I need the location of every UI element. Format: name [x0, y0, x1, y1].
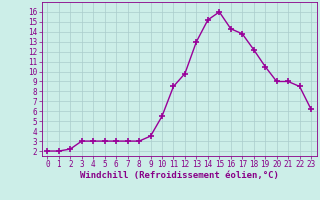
X-axis label: Windchill (Refroidissement éolien,°C): Windchill (Refroidissement éolien,°C) [80, 171, 279, 180]
